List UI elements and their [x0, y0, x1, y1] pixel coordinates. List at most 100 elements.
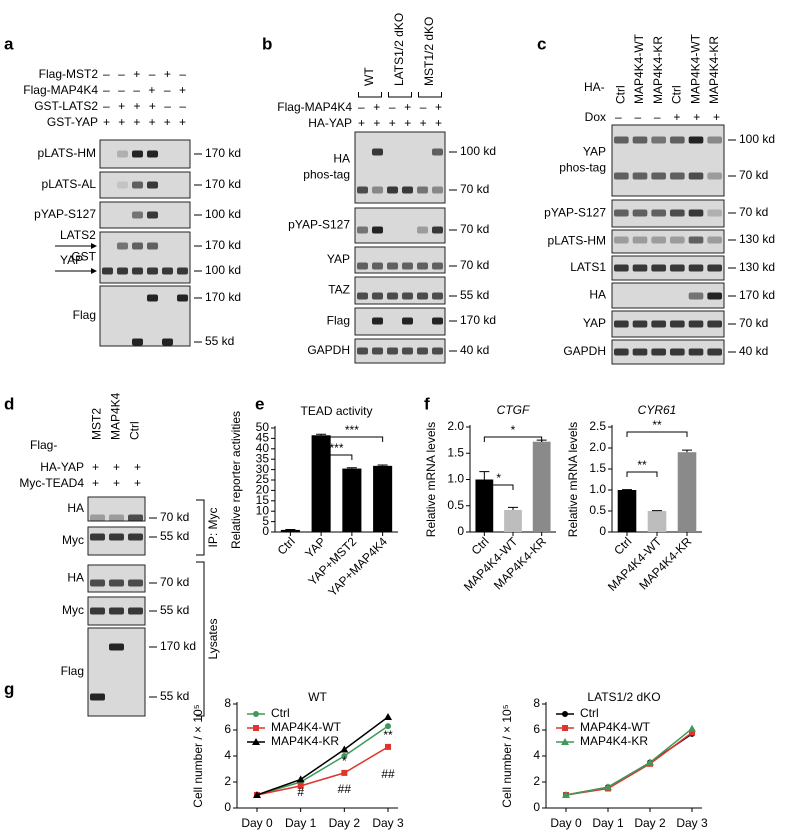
blot-label: TAZ — [328, 283, 350, 297]
size-marker: 170 kd — [460, 313, 496, 327]
bracket — [196, 561, 205, 717]
band — [162, 267, 173, 275]
band — [670, 320, 685, 328]
band — [372, 347, 383, 355]
group-bracket — [358, 92, 382, 98]
point — [385, 743, 391, 750]
blot — [99, 285, 191, 347]
legend-symbol — [562, 725, 568, 731]
band — [357, 347, 368, 355]
blot-label: Flag — [73, 308, 96, 322]
band — [432, 148, 443, 156]
size-marker: 70 kd — [460, 222, 489, 236]
band — [387, 186, 398, 194]
condition-label: GST-LATS2 — [34, 99, 98, 113]
blot — [354, 276, 446, 305]
blot-label: GST — [71, 250, 96, 264]
y-tick-label: 50 — [256, 420, 270, 434]
band — [688, 264, 704, 272]
band — [614, 348, 629, 356]
x-tick-label: Day 3 — [372, 816, 404, 830]
point — [297, 782, 304, 789]
point — [340, 745, 349, 753]
band — [402, 347, 413, 355]
size-marker: 170 kd — [205, 146, 241, 160]
band — [707, 136, 722, 144]
band — [651, 320, 666, 328]
band — [132, 211, 143, 219]
blot — [611, 124, 725, 197]
band — [357, 186, 368, 194]
blot-label: phos-tag — [303, 168, 350, 182]
band — [402, 317, 413, 325]
size-marker: 170 kd — [205, 177, 241, 191]
band — [614, 209, 629, 217]
significance: ** — [652, 418, 662, 432]
band — [707, 348, 722, 356]
band — [372, 317, 383, 325]
band — [632, 348, 648, 356]
y-tick-label: 10 — [256, 503, 270, 517]
blot-label: GAPDH — [307, 343, 350, 357]
blot-label: pYAP-S127 — [34, 207, 96, 221]
y-tick-label: 0.5 — [447, 498, 464, 512]
error-bar — [508, 506, 518, 510]
legend-symbol — [561, 738, 569, 745]
bracket — [196, 499, 205, 556]
band — [651, 172, 666, 180]
blot-label: Myc — [62, 533, 84, 547]
band — [128, 514, 143, 522]
blot — [99, 171, 191, 199]
blot-label: Flag — [61, 664, 84, 678]
x-tick-label: Day 3 — [676, 816, 708, 830]
x-tick-label: Day 2 — [329, 816, 361, 830]
x-tick-label: Day 2 — [634, 816, 666, 830]
blot — [611, 199, 725, 228]
band — [417, 292, 428, 300]
size-marker: 130 kd — [739, 260, 775, 274]
blot-label: GAPDH — [563, 344, 606, 358]
band — [688, 292, 704, 300]
band — [147, 267, 158, 275]
size-marker: 40 kd — [739, 344, 768, 358]
band — [614, 236, 629, 244]
blot-label: pLATS-HM — [548, 234, 606, 248]
x-tick-label: Day 0 — [550, 816, 582, 830]
blot-label: LATS1 — [570, 260, 606, 274]
x-tick-label: Day 1 — [592, 816, 624, 830]
band — [357, 226, 368, 234]
significance: * — [342, 754, 347, 768]
bar — [677, 452, 697, 532]
band — [128, 579, 143, 587]
y-tick-label: 2.0 — [589, 440, 606, 454]
column-label: MAP4K4 — [109, 392, 123, 440]
blot — [354, 246, 446, 274]
blot — [354, 338, 446, 364]
band — [372, 186, 383, 194]
band — [632, 209, 648, 217]
band — [670, 348, 685, 356]
condition-signs: – – – + + + — [615, 110, 720, 124]
bar — [532, 441, 551, 532]
blot — [611, 229, 725, 254]
panel-letter: b — [262, 34, 272, 53]
y-tick-label: 8 — [533, 696, 540, 710]
bar — [311, 435, 331, 532]
x-tick-label: Ctrl — [469, 534, 492, 557]
condition-label: HA-YAP — [308, 116, 352, 130]
band — [372, 148, 383, 156]
point — [385, 723, 391, 730]
error-bar — [316, 433, 327, 436]
band — [357, 262, 368, 270]
point — [604, 783, 612, 791]
group-bracket — [388, 92, 412, 98]
band — [688, 172, 704, 180]
column-prefix: Flag- — [30, 438, 57, 452]
significance: *** — [329, 441, 343, 455]
band — [670, 136, 685, 144]
column-label: MAP4K4-KR — [707, 36, 721, 104]
band — [90, 579, 105, 587]
band — [402, 292, 413, 300]
size-marker: 70 kd — [160, 575, 189, 589]
